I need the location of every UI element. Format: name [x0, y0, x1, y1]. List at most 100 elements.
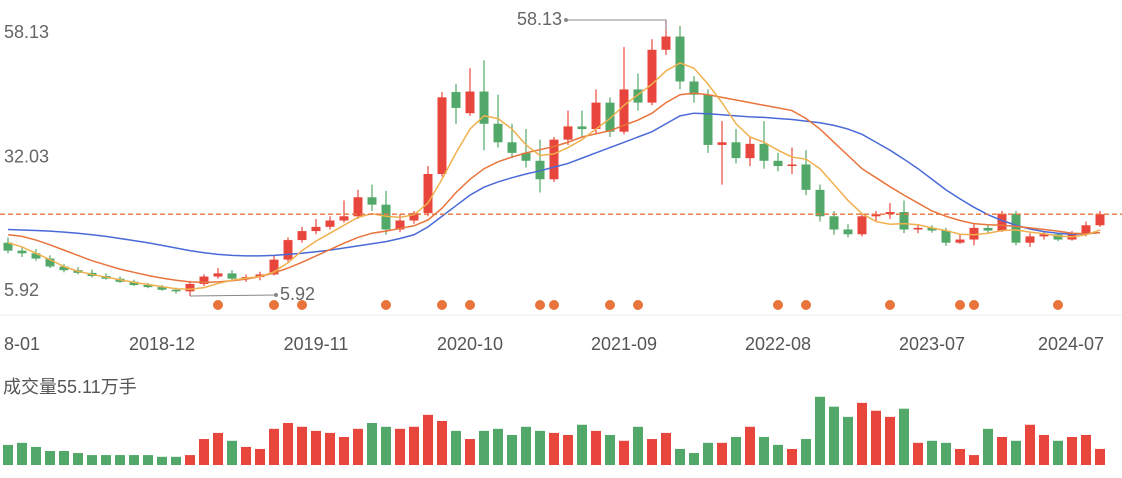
candle-body	[283, 240, 293, 260]
volume-bar	[59, 451, 69, 465]
ma-line	[7, 92, 1101, 284]
volume-bar	[759, 437, 769, 465]
candle-body	[1053, 234, 1063, 240]
max-label: 58.13	[517, 9, 562, 29]
signal-dot	[213, 300, 223, 310]
max-marker-dot	[564, 18, 568, 22]
candle-body	[983, 227, 993, 231]
volume-bar	[675, 448, 685, 465]
signal-dot	[381, 300, 391, 310]
volume-bar	[171, 456, 181, 465]
signal-dot	[465, 300, 475, 310]
volume-bar	[451, 430, 461, 465]
signal-dot	[437, 300, 447, 310]
candle-body	[829, 216, 839, 230]
volume-bar	[1081, 434, 1091, 465]
volume-bar	[843, 416, 853, 465]
candle-body	[451, 92, 461, 108]
volume-bar	[857, 402, 867, 465]
candle-body	[437, 97, 447, 174]
volume-bar	[1095, 448, 1105, 465]
volume-bar	[703, 442, 713, 465]
candle-body	[563, 126, 573, 140]
volume-bar	[913, 442, 923, 465]
candle-body	[297, 231, 307, 241]
volume-bar	[143, 455, 153, 465]
candle-body	[661, 36, 671, 50]
candle-body	[619, 89, 629, 132]
candle-body	[591, 102, 601, 130]
candle-body	[689, 81, 699, 95]
volume-bar	[17, 442, 27, 465]
volume-bar	[1039, 434, 1049, 465]
volume-bar	[283, 423, 293, 465]
signal-dot	[297, 300, 307, 310]
volume-bar	[633, 426, 643, 465]
candle-body	[815, 189, 825, 217]
candle-body	[31, 253, 41, 259]
candle-body	[577, 126, 587, 130]
volume-bar	[437, 420, 447, 465]
volume-bar	[899, 408, 909, 465]
candle-body	[409, 213, 419, 221]
volume-bar	[241, 446, 251, 465]
x-tick-label: 2022-08	[745, 334, 811, 354]
volume-bar	[367, 423, 377, 465]
min-label: 5.92	[280, 284, 315, 304]
candle-body	[171, 289, 181, 292]
candle-body	[507, 142, 517, 153]
volume-bar	[381, 426, 391, 465]
volume-bar	[227, 440, 237, 465]
volume-bar	[773, 444, 783, 465]
candle-body	[871, 214, 881, 217]
candle-body	[773, 160, 783, 167]
x-tick-label: 2020-10	[437, 334, 503, 354]
volume-bar	[493, 428, 503, 465]
max-marker-line	[566, 19, 667, 30]
volume-bar	[395, 428, 405, 465]
candle-body	[157, 287, 167, 290]
candle-body	[801, 164, 811, 190]
volume-bar	[717, 442, 727, 465]
y-tick-label: 58.13	[4, 22, 49, 42]
x-tick-label: 2019-11	[284, 334, 349, 354]
volume-bar	[409, 426, 419, 465]
volume-bar	[101, 455, 111, 465]
candle-body	[423, 173, 433, 214]
candle-body	[647, 49, 657, 103]
candle-body	[227, 273, 237, 279]
volume-bar	[423, 414, 433, 465]
y-tick-label: 5.92	[4, 280, 39, 300]
volume-bar	[535, 430, 545, 465]
volume-bar	[829, 406, 839, 465]
volume-bar	[563, 434, 573, 465]
signal-dot	[773, 300, 783, 310]
volume-bar	[815, 396, 825, 465]
volume-bar	[129, 455, 139, 465]
candle-body	[1025, 236, 1035, 243]
candle-body	[339, 216, 349, 221]
signal-dot	[801, 300, 811, 310]
candle-body	[367, 197, 377, 205]
volume-bar	[465, 439, 475, 465]
candle-body	[857, 216, 867, 235]
volume-bar	[87, 455, 97, 465]
volume-bar	[1011, 440, 1021, 465]
signal-dot	[605, 300, 615, 310]
candle-body	[381, 204, 391, 230]
min-marker-dot	[274, 293, 278, 297]
candle-body	[311, 226, 321, 232]
candle-body	[59, 266, 69, 271]
volume-bar	[969, 455, 979, 465]
volume-bar	[787, 448, 797, 465]
candle-body	[143, 285, 153, 288]
volume-bar	[157, 456, 167, 465]
candle-body	[731, 142, 741, 159]
candle-body	[17, 250, 27, 254]
candle-body	[255, 274, 265, 278]
volume-bar	[661, 432, 671, 465]
volume-bar	[605, 434, 615, 465]
volume-bar	[689, 453, 699, 465]
candle-body	[885, 212, 895, 215]
